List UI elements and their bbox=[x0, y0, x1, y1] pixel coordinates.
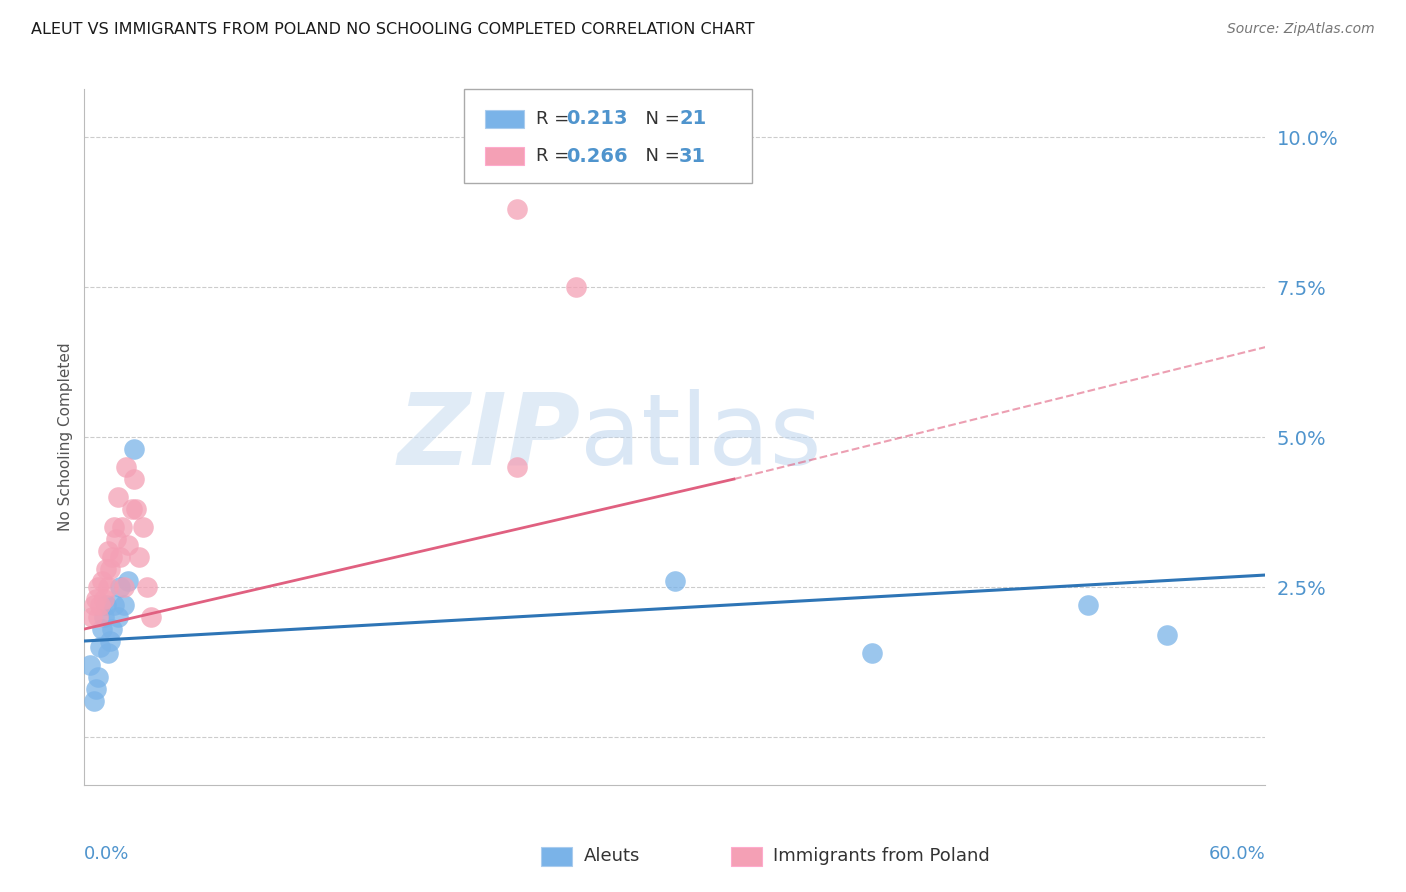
Point bbox=[83, 694, 105, 708]
Text: ALEUT VS IMMIGRANTS FROM POLAND NO SCHOOLING COMPLETED CORRELATION CHART: ALEUT VS IMMIGRANTS FROM POLAND NO SCHOO… bbox=[31, 22, 755, 37]
Point bbox=[107, 610, 129, 624]
Point bbox=[87, 670, 110, 684]
Point bbox=[664, 574, 686, 588]
Point bbox=[97, 580, 120, 594]
Point bbox=[91, 622, 114, 636]
Point bbox=[111, 520, 134, 534]
Point bbox=[84, 592, 107, 607]
Point bbox=[117, 574, 139, 588]
Point bbox=[94, 562, 117, 576]
Text: 31: 31 bbox=[679, 146, 706, 166]
Point bbox=[91, 574, 114, 588]
Point bbox=[93, 610, 115, 624]
Text: ZIP: ZIP bbox=[398, 389, 581, 485]
Point bbox=[97, 646, 120, 660]
Y-axis label: No Schooling Completed: No Schooling Completed bbox=[58, 343, 73, 532]
Text: 60.0%: 60.0% bbox=[1209, 845, 1265, 863]
Point bbox=[141, 610, 163, 624]
Point bbox=[860, 646, 883, 660]
Point bbox=[108, 549, 131, 564]
Point bbox=[104, 532, 127, 546]
Point bbox=[114, 460, 136, 475]
Point bbox=[89, 598, 111, 612]
Point bbox=[122, 472, 145, 486]
Point bbox=[506, 202, 529, 216]
Point bbox=[136, 580, 159, 594]
Point bbox=[103, 520, 125, 534]
Point bbox=[122, 442, 145, 456]
Point bbox=[121, 502, 143, 516]
Point bbox=[93, 592, 115, 607]
Text: Immigrants from Poland: Immigrants from Poland bbox=[773, 847, 990, 865]
Point bbox=[1077, 598, 1099, 612]
Point bbox=[132, 520, 155, 534]
Point bbox=[101, 622, 124, 636]
Point bbox=[98, 634, 121, 648]
Point bbox=[128, 549, 150, 564]
Point bbox=[124, 502, 146, 516]
Point bbox=[87, 580, 110, 594]
Text: atlas: atlas bbox=[581, 389, 823, 485]
Text: N =: N = bbox=[634, 110, 686, 128]
Text: N =: N = bbox=[634, 147, 686, 165]
Point bbox=[107, 490, 129, 504]
Text: R =: R = bbox=[536, 147, 575, 165]
Text: Source: ZipAtlas.com: Source: ZipAtlas.com bbox=[1227, 22, 1375, 37]
Point bbox=[108, 580, 131, 594]
Point bbox=[565, 280, 588, 294]
Text: 0.0%: 0.0% bbox=[84, 845, 129, 863]
Point bbox=[103, 598, 125, 612]
Point bbox=[87, 610, 110, 624]
Point bbox=[506, 460, 529, 475]
Text: 0.266: 0.266 bbox=[567, 146, 628, 166]
Point bbox=[112, 598, 135, 612]
Point bbox=[97, 544, 120, 558]
Point bbox=[84, 681, 107, 696]
Text: 0.213: 0.213 bbox=[567, 109, 628, 128]
Point bbox=[1156, 628, 1178, 642]
Point bbox=[89, 640, 111, 654]
Point bbox=[79, 658, 101, 673]
Point bbox=[82, 610, 104, 624]
Point bbox=[112, 580, 135, 594]
Point bbox=[98, 562, 121, 576]
Text: 21: 21 bbox=[679, 109, 706, 128]
Point bbox=[101, 549, 124, 564]
Point bbox=[83, 598, 105, 612]
Text: R =: R = bbox=[536, 110, 575, 128]
Text: Aleuts: Aleuts bbox=[583, 847, 640, 865]
Point bbox=[117, 538, 139, 552]
Point bbox=[94, 598, 117, 612]
